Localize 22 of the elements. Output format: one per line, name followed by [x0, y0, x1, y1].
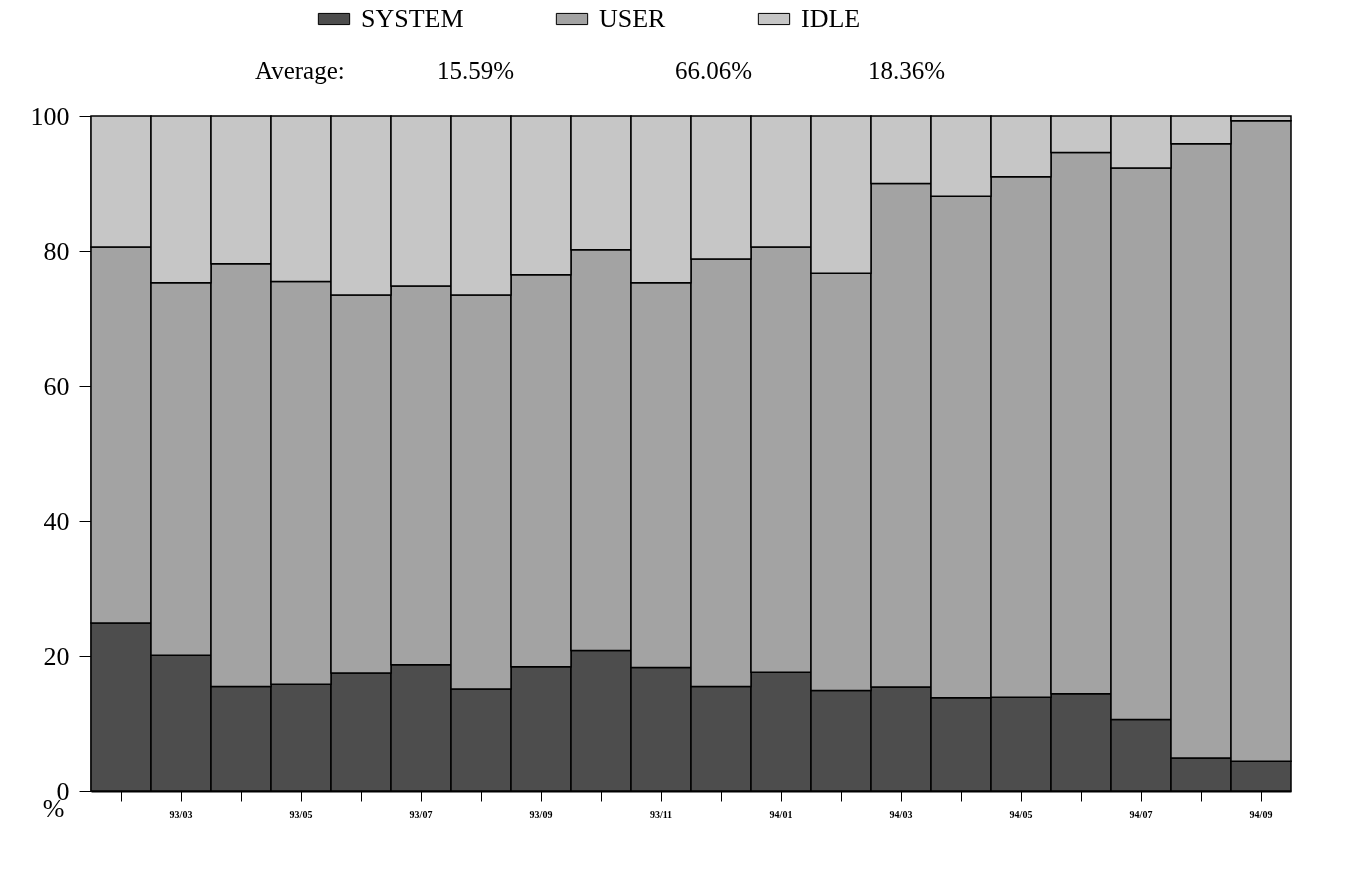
x-tick-label: 94/09 — [1249, 808, 1273, 820]
y-tick-label: 60 — [43, 371, 70, 401]
text: 18.36% — [868, 57, 946, 84]
x-tick-label: 94/07 — [1129, 808, 1153, 820]
x-tick-label: 93/09 — [529, 808, 553, 820]
x-tick-label: 93/05 — [289, 808, 313, 820]
y-tick-label: 80 — [43, 236, 70, 266]
text: 66.06% — [675, 57, 753, 84]
x-tick-label: 94/01 — [769, 808, 793, 820]
text: 15.59% — [437, 57, 515, 84]
legend-label: IDLE — [801, 4, 861, 33]
x-tick-label: 94/03 — [889, 808, 913, 820]
y-tick-label: 40 — [43, 506, 70, 536]
legend-label: USER — [599, 4, 667, 33]
x-tick-label: 93/11 — [649, 808, 673, 820]
y-tick-label: 20 — [43, 641, 70, 671]
y-tick-label: 100 — [30, 101, 70, 131]
x-tick-label: 93/07 — [409, 808, 433, 820]
x-tick-label: 93/03 — [169, 808, 193, 820]
x-tick-label: 94/05 — [1009, 808, 1033, 820]
legend-label: SYSTEM — [361, 4, 464, 33]
text: Average: — [255, 57, 345, 84]
